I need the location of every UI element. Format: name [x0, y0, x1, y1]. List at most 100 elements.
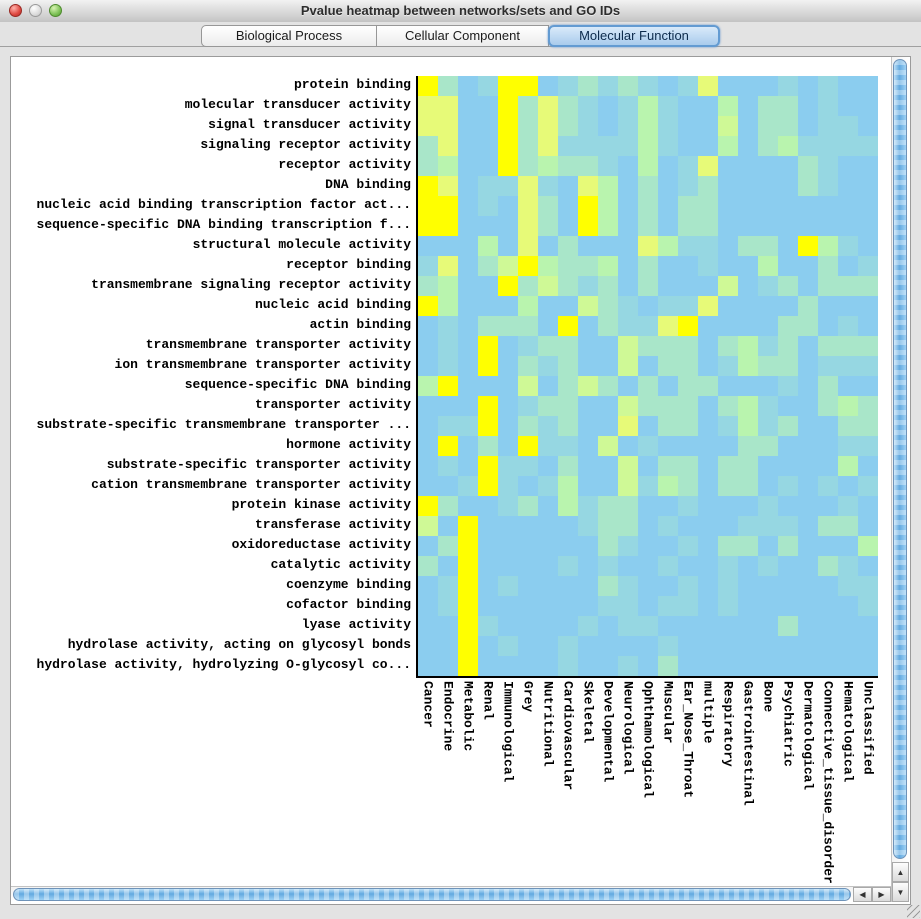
heatmap-cell	[498, 176, 518, 196]
heatmap-cell	[478, 476, 498, 496]
heatmap-cell	[418, 436, 438, 456]
heatmap-cell	[538, 436, 558, 456]
horizontal-scrollbar[interactable]: ◀ ▶	[11, 886, 891, 902]
vertical-scrollbar[interactable]: ▲ ▼	[891, 57, 909, 902]
heatmap-cell	[498, 276, 518, 296]
heatmap-cell	[678, 236, 698, 256]
heatmap-cell	[738, 116, 758, 136]
heatmap-cell	[758, 156, 778, 176]
heatmap-cell	[798, 136, 818, 156]
heatmap-cell	[758, 576, 778, 596]
heatmap-cell	[858, 156, 878, 176]
heatmap-cell	[718, 156, 738, 176]
heatmap-cell	[658, 156, 678, 176]
heatmap-cell	[478, 96, 498, 116]
heatmap-cell	[858, 536, 878, 556]
heatmap-cell	[838, 216, 858, 236]
heatmap-cell	[758, 356, 778, 376]
heatmap-cell	[618, 156, 638, 176]
scroll-down-icon[interactable]: ▼	[892, 882, 909, 902]
scroll-up-icon[interactable]: ▲	[892, 862, 909, 882]
scroll-right-icon[interactable]: ▶	[872, 887, 891, 902]
heatmap-cell	[658, 196, 678, 216]
heatmap-cell	[458, 356, 478, 376]
heatmap-cell	[538, 596, 558, 616]
heatmap-cell	[518, 316, 538, 336]
heatmap-cell	[498, 436, 518, 456]
heatmap-cell	[558, 316, 578, 336]
heatmap-cell	[798, 496, 818, 516]
heatmap-cell	[738, 236, 758, 256]
tab-biological-process[interactable]: Biological Process	[201, 25, 377, 47]
heatmap-cell	[638, 76, 658, 96]
row-label: ion transmembrane transporter activity	[114, 357, 411, 372]
heatmap-cell	[598, 556, 618, 576]
heatmap-cell	[578, 616, 598, 636]
heatmap-cell	[458, 556, 478, 576]
heatmap-cell	[438, 656, 458, 676]
heatmap-cell	[418, 516, 438, 536]
heatmap-cell	[698, 656, 718, 676]
tab-cellular-component[interactable]: Cellular Component	[377, 25, 549, 47]
heatmap-cell	[738, 256, 758, 276]
heatmap-cell	[818, 436, 838, 456]
heatmap-cell	[438, 416, 458, 436]
scroll-left-icon[interactable]: ◀	[853, 887, 872, 902]
heatmap-cell	[818, 496, 838, 516]
row-label: lyase activity	[301, 617, 411, 632]
heatmap-cell	[698, 476, 718, 496]
heatmap-cell	[438, 356, 458, 376]
heatmap-cell	[538, 176, 558, 196]
heatmap-cell	[818, 236, 838, 256]
heatmap-cell	[698, 176, 718, 196]
heatmap-cell	[538, 296, 558, 316]
heatmap-cell	[718, 176, 738, 196]
heatmap-cell	[498, 376, 518, 396]
heatmap-cell	[858, 456, 878, 476]
heatmap-cell	[778, 436, 798, 456]
heatmap-cell	[798, 376, 818, 396]
minimize-button[interactable]	[29, 4, 42, 17]
heatmap-cell	[418, 296, 438, 316]
col-label: Grey	[520, 681, 536, 713]
heatmap-cell	[478, 296, 498, 316]
heatmap-cell	[658, 276, 678, 296]
horizontal-scrollbar-thumb[interactable]	[13, 888, 851, 901]
heatmap-cell	[638, 516, 658, 536]
heatmap-cell	[818, 576, 838, 596]
close-button[interactable]	[9, 4, 22, 17]
heatmap-cell	[718, 136, 738, 156]
tab-molecular-function[interactable]: Molecular Function	[548, 25, 720, 47]
heatmap-column-labels: Cancer Endocrine Metabolic Renal Immunologic…	[418, 681, 878, 896]
heatmap-cell	[578, 476, 598, 496]
heatmap-cell	[638, 216, 658, 236]
heatmap-cell	[758, 376, 778, 396]
resize-grip-icon[interactable]	[907, 905, 920, 918]
heatmap-cell	[798, 596, 818, 616]
heatmap-cell	[478, 256, 498, 276]
heatmap-cell	[478, 516, 498, 536]
row-label: catalytic activity	[270, 557, 411, 572]
heatmap-cell	[738, 396, 758, 416]
heatmap-cell	[778, 636, 798, 656]
heatmap-cell	[518, 476, 538, 496]
row-label: receptor activity	[278, 157, 411, 172]
heatmap-cell	[558, 396, 578, 416]
heatmap-cell	[638, 416, 658, 436]
heatmap-cell	[618, 596, 638, 616]
heatmap-cell	[538, 76, 558, 96]
heatmap-cell	[618, 436, 638, 456]
heatmap-cell	[738, 156, 758, 176]
heatmap-cell	[658, 356, 678, 376]
heatmap-cell	[558, 596, 578, 616]
zoom-button[interactable]	[49, 4, 62, 17]
heatmap-cell	[518, 176, 538, 196]
heatmap-cell	[778, 476, 798, 496]
heatmap-cell	[758, 636, 778, 656]
heatmap-cell	[638, 456, 658, 476]
vertical-scrollbar-thumb[interactable]	[893, 59, 907, 859]
heatmap-cell	[758, 556, 778, 576]
heatmap-cell	[498, 516, 518, 536]
heatmap-cell	[618, 336, 638, 356]
heatmap-cell	[558, 176, 578, 196]
